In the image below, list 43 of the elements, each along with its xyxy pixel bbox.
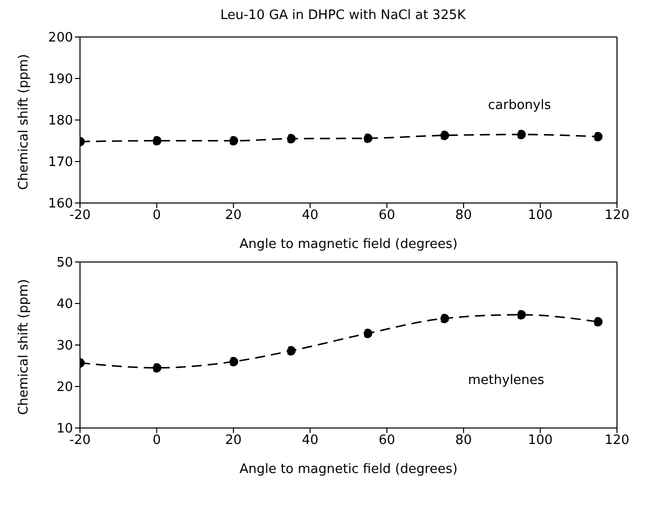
point: [228, 136, 238, 146]
x-tick-label: 120: [604, 208, 630, 224]
y-tick-label: 200: [48, 30, 73, 46]
point: [593, 132, 603, 142]
y-axis-title: Chemical shift (ppm): [16, 54, 32, 190]
x-tick-label: 20: [225, 433, 242, 448]
x-tick-label: 60: [378, 208, 396, 224]
y-tick-label: 20: [56, 380, 73, 396]
x-tick-label: 100: [528, 208, 553, 224]
chart-title: Leu-10 GA in DHPC with NaCl at 325K: [219, 8, 467, 25]
point: [593, 317, 603, 327]
x-tick-label: 0: [152, 208, 161, 224]
point: [362, 134, 372, 144]
y-tick-label: 40: [56, 297, 73, 312]
point: [286, 134, 296, 144]
point: [440, 130, 450, 140]
point: [516, 130, 526, 140]
point: [516, 310, 526, 320]
point: [152, 363, 162, 373]
x-tick-label: 100: [528, 433, 553, 448]
x-tick-label: 60: [378, 433, 396, 448]
x-tick-label: 80: [455, 433, 472, 448]
x-tick-label: 0: [152, 433, 161, 448]
x-tick-label: 120: [604, 433, 630, 448]
x-tick-label: 20: [225, 208, 242, 224]
x-tick-label: 80: [455, 208, 472, 224]
y-axis-title: Chemical shift (ppm): [16, 279, 32, 415]
x-tick-label: 40: [302, 433, 318, 448]
x-axis-title: Angle to magnetic field (degrees): [239, 237, 458, 252]
annotation: carbonyls: [488, 98, 551, 113]
y-tick-label: 50: [56, 256, 73, 271]
y-tick-label: 180: [48, 114, 73, 129]
x-tick-label: 40: [302, 208, 318, 224]
y-tick-label: 190: [48, 72, 73, 88]
point: [152, 136, 162, 146]
y-tick-label: 30: [56, 338, 73, 354]
x-axis-title: Angle to magnetic field (degrees): [239, 462, 458, 477]
point: [286, 346, 296, 356]
y-tick-label: 170: [48, 155, 73, 170]
point: [362, 328, 372, 338]
point: [228, 356, 238, 366]
annotation: methylenes: [468, 373, 544, 388]
point: [440, 314, 450, 324]
